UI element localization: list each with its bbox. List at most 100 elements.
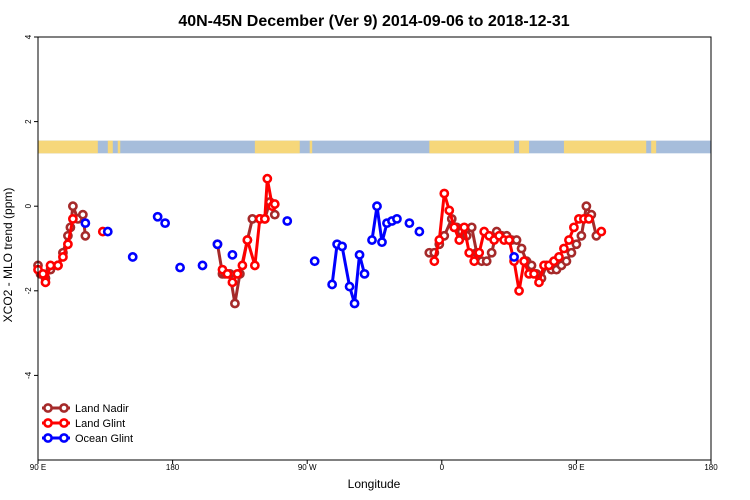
data-point-ocean-glint [392,213,402,224]
data-point-land-glint [559,243,569,254]
data-point-land-glint [269,199,280,209]
data-point-land-glint [596,226,607,237]
data-point-land-nadir [269,209,280,220]
data-point-land-glint [58,252,68,262]
data-point-land-glint [222,268,233,279]
x-tick-label: 90 E [568,463,584,472]
data-point-land-glint [63,239,73,250]
legend-marker [59,433,69,443]
series-ocean-glint [80,201,519,309]
legend-item-ocean-glint: Ocean Glint [42,433,133,445]
data-point-ocean-glint [309,256,320,267]
y-tick-label: -4 [24,371,33,379]
data-point-land-glint [259,213,270,224]
x-tick-label: 180 [704,463,718,472]
data-point-ocean-glint [359,268,370,279]
data-point-land-glint [53,260,63,271]
land-strip-segment [38,140,98,154]
data-point-ocean-glint [175,262,185,273]
data-point-land-glint [454,235,465,245]
data-point-ocean-glint [404,218,415,229]
data-point-land-nadir [581,201,592,212]
legend-label: Land Nadir [75,403,129,415]
x-tick-label: 90 W [298,463,317,472]
y-axis-label: XCO2 - MLO trend (ppm) [1,188,15,323]
data-point-land-glint [40,277,51,288]
data-point-land-glint [554,252,564,262]
data-point-land-glint [38,268,48,279]
data-point-land-glint [514,285,524,296]
y-tick-label: 2 [24,119,33,124]
data-point-ocean-glint [152,211,163,222]
x-tick-label: 90 E [30,463,46,472]
data-point-land-glint [249,260,260,271]
plot-frame [37,36,712,461]
data-point-ocean-glint [282,216,293,226]
data-point-land-nadir [67,201,78,212]
data-point-land-nadir [486,247,497,258]
data-point-ocean-glint [80,218,91,229]
data-point-land-glint [534,277,544,288]
x-axis-label: Longitude [348,477,401,491]
data-point-ocean-glint [377,237,387,248]
land-strip-segment [519,140,530,154]
legend-marker [43,403,53,413]
data-point-land-glint [449,222,460,233]
data-point-land-nadir [511,235,522,245]
data-point-ocean-glint [509,252,519,262]
data-point-land-glint [569,222,579,233]
data-point-land-glint [474,247,485,258]
land-strip-segment [651,140,657,154]
data-point-land-nadir [230,298,240,309]
land-strip-segment [107,140,113,154]
data-point-land-nadir [516,243,527,254]
data-point-land-glint [464,247,475,258]
data-point-land-glint [237,260,248,271]
series-layer [33,173,607,309]
data-point-land-nadir [247,213,258,224]
data-point-ocean-glint [212,239,223,250]
data-point-land-nadir [526,260,537,271]
data-point-ocean-glint [160,218,171,229]
data-point-ocean-glint [372,201,382,212]
data-point-land-nadir [466,222,477,233]
data-point-land-glint [504,235,514,245]
data-point-land-nadir [571,239,582,250]
series-land-glint [33,173,607,296]
legend-marker [43,433,53,443]
data-point-land-nadir [481,256,492,267]
y-tick-label: -2 [24,287,33,295]
data-point-ocean-glint [127,252,138,262]
legend-item-land-glint: Land Glint [42,418,125,430]
land-strip-segment [117,140,121,154]
land-strip-segment [563,140,647,154]
data-point-ocean-glint [344,281,355,292]
data-point-ocean-glint [102,226,113,237]
data-point-ocean-glint [349,298,360,309]
data-point-land-glint [583,213,594,224]
data-point-land-glint [469,256,480,267]
data-point-land-glint [67,213,78,224]
data-point-land-glint [429,256,440,267]
data-point-land-glint [262,173,273,184]
data-point-land-nadir [561,256,572,267]
legend-marker [59,418,69,428]
data-point-land-glint [444,205,455,216]
data-point-ocean-glint [354,249,365,260]
data-point-land-nadir [566,247,577,258]
data-point-land-glint [439,188,450,199]
y-tick-label: 0 [24,203,33,208]
data-point-ocean-glint [227,249,238,260]
data-point-ocean-glint [337,241,347,252]
data-point-land-nadir [576,230,587,241]
x-tick-label: 180 [166,463,180,472]
data-point-ocean-glint [414,226,425,237]
legend-item-land-nadir: Land Nadir [42,403,129,415]
data-point-ocean-glint [367,235,377,245]
ocean-strip [38,140,711,154]
y-axis: 4 2 0 -2 -4 [24,34,38,379]
x-axis: 90 E 180 90 W 0 90 E 180 [30,460,718,472]
legend-label: Land Glint [75,418,125,430]
land-strip-segment [429,140,515,154]
data-point-ocean-glint [197,260,208,271]
